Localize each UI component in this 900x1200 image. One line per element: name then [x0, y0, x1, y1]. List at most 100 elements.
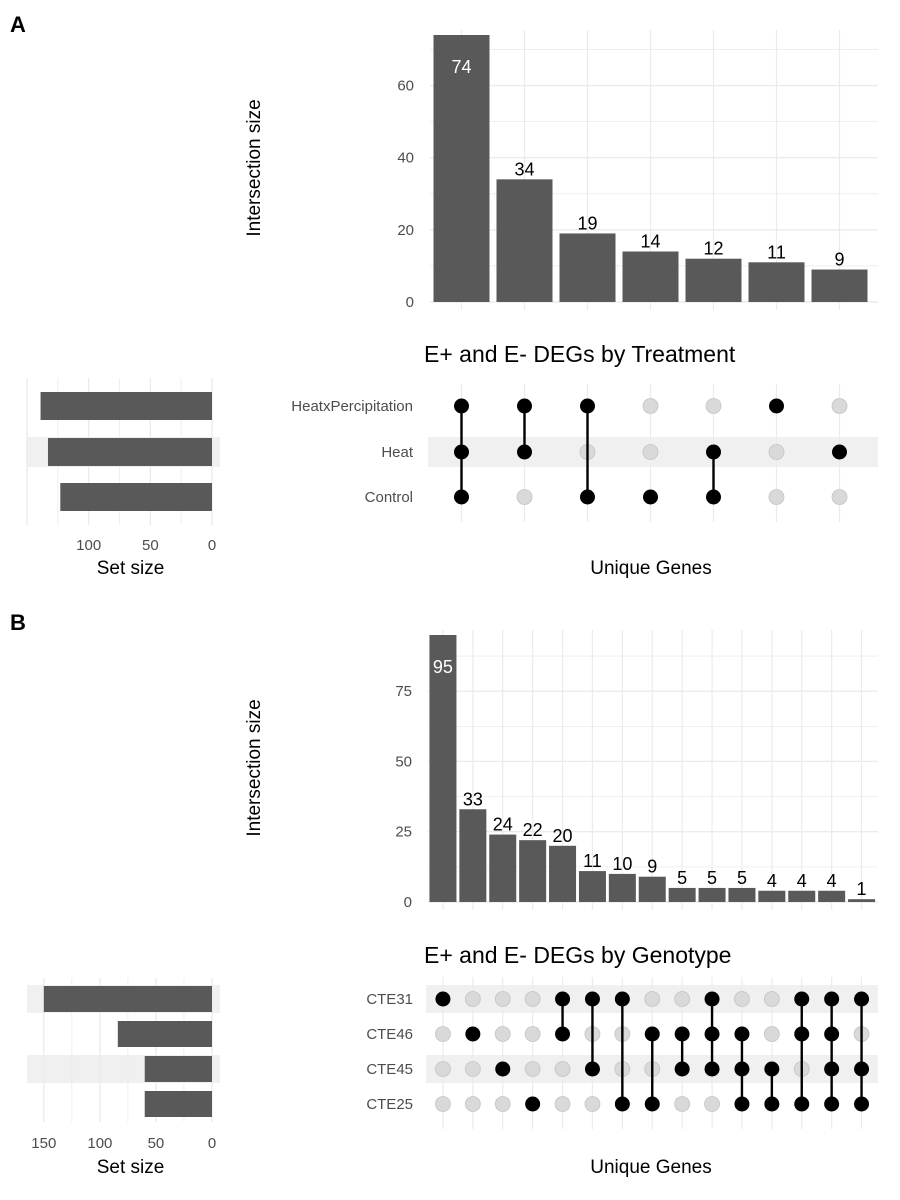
empty-dot [763, 991, 780, 1007]
set-name-label: Heat [381, 444, 414, 461]
set-size-tick-label: 100 [76, 537, 101, 554]
set-size-tick-label: 50 [148, 1135, 165, 1152]
empty-dot [831, 489, 848, 505]
intersection-bar [608, 873, 636, 902]
intersection-bar [489, 834, 517, 902]
bar-value-label: 4 [827, 871, 837, 891]
member-dot [495, 1061, 511, 1077]
member-dot [854, 991, 870, 1007]
set-size-bar [144, 1056, 212, 1082]
member-dot [824, 991, 840, 1007]
empty-dot [554, 1096, 571, 1112]
member-dot [584, 1061, 600, 1077]
bar-value-label: 33 [463, 789, 483, 809]
intersection-bar [433, 35, 490, 302]
plot-title: E+ and E- DEGs by Treatment [424, 341, 736, 367]
member-dot [706, 444, 721, 460]
member-dot [674, 1061, 690, 1077]
empty-dot [524, 991, 541, 1007]
intersection-bar [848, 899, 876, 902]
intersection-bar [559, 233, 616, 302]
intersection-bar [638, 876, 666, 902]
set-name-label: HeatxPercipitation [291, 398, 413, 415]
plot-title: E+ and E- DEGs by Genotype [424, 942, 731, 968]
empty-dot [642, 444, 659, 460]
intersection-bar [519, 840, 547, 902]
member-dot [454, 489, 469, 505]
y-tick-label: 60 [397, 78, 414, 95]
intersection-bar [496, 179, 553, 302]
member-dot [832, 444, 847, 460]
bar-value-label: 4 [797, 871, 807, 891]
set-size-bar [47, 438, 212, 466]
membership-matrix: CTE31 CTE46 CTE45 CTE25 [366, 977, 878, 1129]
empty-dot [464, 1096, 481, 1112]
member-dot [794, 1026, 810, 1042]
member-dot [644, 1096, 660, 1112]
member-dot [580, 398, 595, 414]
empty-dot [768, 489, 785, 505]
bar-value-label: 34 [514, 159, 534, 179]
bar-value-label: 14 [640, 231, 660, 251]
member-dot [555, 991, 571, 1007]
member-dot [435, 991, 451, 1007]
empty-dot [464, 991, 481, 1007]
y-tick-label: 40 [397, 150, 414, 167]
intersection-bar [758, 890, 786, 902]
empty-dot [435, 1096, 451, 1112]
member-dot [454, 398, 469, 414]
member-dot [517, 444, 532, 460]
set-name-label: CTE46 [366, 1026, 413, 1043]
set-name-label: CTE45 [366, 1061, 413, 1078]
y-tick-label: 20 [397, 222, 414, 239]
empty-dot [494, 1026, 511, 1042]
empty-dot [831, 398, 848, 414]
empty-dot [584, 1096, 601, 1112]
y-tick-label: 25 [395, 824, 412, 841]
empty-dot [494, 1096, 511, 1112]
intersection-bar [788, 890, 816, 902]
bar-value-label: 11 [767, 242, 786, 262]
intersection-bar [429, 635, 457, 902]
member-dot [643, 489, 658, 505]
set-name-label: CTE25 [366, 1096, 413, 1113]
intersection-bar [578, 871, 606, 902]
empty-dot [494, 991, 511, 1007]
x-axis-title: Unique Genes [590, 558, 711, 579]
member-dot [704, 1026, 720, 1042]
bar-value-label: 19 [577, 213, 597, 233]
panel-label-b: B [10, 610, 26, 635]
empty-dot [642, 398, 659, 414]
empty-dot [435, 1061, 451, 1077]
y-tick-label: 0 [406, 294, 414, 311]
bar-value-label: 10 [612, 854, 632, 874]
set-size-bar [40, 392, 212, 420]
set-size-chart: 100 50 0 Set size [26, 378, 220, 579]
bar-value-label: 20 [553, 826, 573, 846]
empty-dot [554, 1061, 571, 1077]
upset-panel-treatment: 0 20 40 60 Intersection size 74 34 19 14 12 11 9 E+ … [26, 30, 878, 579]
bar-value-label: 9 [647, 857, 657, 877]
set-size-bar [117, 1021, 212, 1047]
set-size-axis-title: Set size [97, 1157, 165, 1178]
member-dot [734, 1061, 750, 1077]
member-dot [764, 1096, 780, 1112]
empty-dot [674, 991, 691, 1007]
intersection-bar [549, 845, 577, 902]
set-size-bar [60, 483, 212, 511]
member-dot [644, 1026, 660, 1042]
intersection-bar [748, 262, 805, 302]
member-dot [517, 398, 532, 414]
membership-matrix: HeatxPercipitation Heat Control [291, 384, 878, 522]
y-tick-label: 0 [404, 894, 412, 911]
member-dot [824, 1061, 840, 1077]
member-dot [465, 1026, 481, 1042]
empty-dot [763, 1026, 780, 1042]
set-size-axis-title: Set size [97, 558, 165, 579]
set-size-tick-label: 150 [31, 1135, 56, 1152]
member-dot [614, 1096, 630, 1112]
member-dot [854, 1096, 870, 1112]
intersection-bar [459, 809, 487, 902]
member-dot [706, 489, 721, 505]
member-dot [674, 1026, 690, 1042]
